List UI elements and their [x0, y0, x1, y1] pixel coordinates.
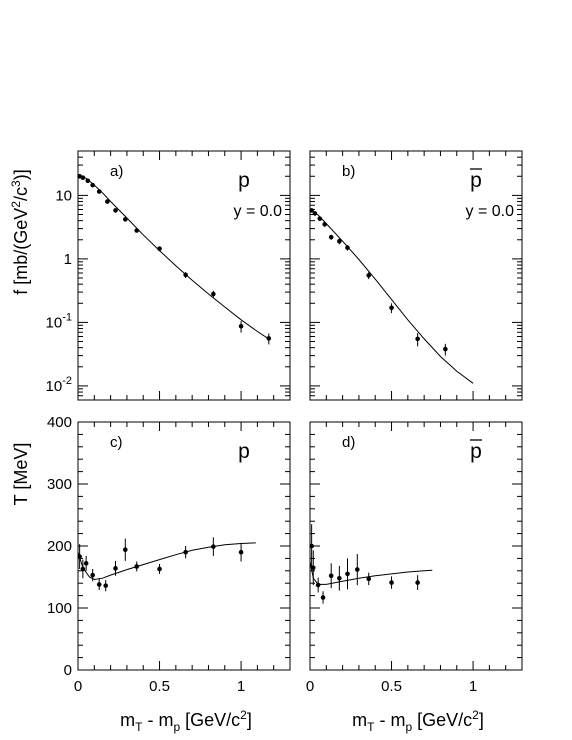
y-tick-label: 100	[47, 600, 72, 617]
data-point	[366, 273, 372, 278]
fit-curve	[77, 173, 270, 340]
data-point	[309, 543, 314, 549]
y-tick-label: 300	[47, 476, 72, 493]
panel-a: 10-2 10-1 1 10 a) p y = 0.0	[46, 150, 291, 401]
y-tick-label: 10-2	[46, 375, 72, 395]
data-point	[83, 561, 89, 566]
plot-frame	[309, 150, 523, 401]
panel-c: 0 100 200 300 400 0 0.5 1 c) p	[47, 414, 291, 695]
panel-label: a)	[110, 163, 123, 180]
data-point	[337, 238, 342, 244]
data-point	[389, 580, 394, 585]
data-point	[312, 211, 318, 216]
x-tick-label: 0.5	[149, 678, 170, 695]
particle-label: p	[470, 169, 482, 192]
y-tick-label: 10	[55, 187, 72, 204]
y-tick-label: 0	[64, 662, 72, 679]
x-axis-title-right: mT - mp [GeV/c2]	[352, 708, 484, 734]
plot-frame	[309, 421, 523, 671]
rapidity-label: y = 0.0	[234, 203, 283, 220]
y-tick-label: 1	[64, 251, 72, 268]
data-point	[310, 565, 316, 570]
data-point	[113, 566, 118, 571]
y-tick-label: 10-1	[46, 311, 72, 331]
data-point	[183, 272, 188, 278]
data-point	[183, 549, 188, 555]
x-tick-label: 0	[74, 678, 82, 695]
data-point	[134, 228, 140, 233]
data-point	[443, 346, 448, 352]
x-axis-title-left: mT - mp [GeV/c2]	[120, 708, 252, 734]
fit-curve	[309, 561, 433, 585]
data-point	[345, 245, 350, 251]
data-point	[389, 305, 394, 311]
data-point	[266, 336, 272, 341]
data-point	[238, 323, 244, 329]
data-point	[105, 199, 110, 204]
y-tick-label: 400	[47, 414, 72, 431]
y-axis-title-top: f [mb/(GeV2/c3)]	[9, 169, 31, 294]
data-point	[113, 208, 118, 213]
panel-label: b)	[342, 163, 355, 180]
data-point	[122, 217, 128, 222]
panel-label: c)	[110, 434, 123, 451]
data-point	[309, 208, 314, 213]
data-point	[90, 572, 95, 578]
data-point	[96, 582, 102, 587]
data-point	[90, 182, 95, 188]
data-point	[328, 234, 334, 240]
data-point	[80, 175, 86, 180]
data-point	[122, 547, 128, 553]
panel-b: b) p y = 0.0	[309, 150, 523, 401]
data-point	[366, 576, 372, 582]
x-tick-label: 1	[237, 678, 245, 695]
panel-label: d)	[342, 434, 355, 451]
data-point	[320, 595, 326, 600]
data-point	[157, 246, 162, 251]
data-point	[238, 549, 244, 555]
data-point	[103, 583, 109, 588]
rapidity-label: y = 0.0	[466, 203, 515, 220]
fit-curve	[309, 209, 474, 384]
particle-label: p	[238, 169, 250, 192]
data-point	[415, 336, 420, 342]
data-point	[85, 178, 91, 184]
data-point	[80, 566, 86, 572]
data-point	[134, 564, 140, 569]
x-tick-label: 1	[469, 678, 477, 695]
particle-label: p	[470, 440, 482, 463]
y-axis-title-bottom: T [MeV]	[11, 443, 31, 506]
y-tick-label: 200	[47, 538, 72, 555]
panel-d: 0 0.5 1 d) p	[306, 421, 523, 695]
data-point	[345, 571, 350, 577]
data-point	[415, 580, 420, 585]
data-point	[317, 216, 323, 221]
data-point	[328, 573, 334, 579]
data-point	[157, 566, 162, 572]
plot-frame	[77, 150, 291, 401]
data-point	[322, 222, 327, 227]
data-point	[211, 291, 216, 297]
x-tick-label: 0	[306, 678, 314, 695]
plot-frame	[77, 421, 291, 671]
data-point	[211, 544, 216, 549]
data-point	[354, 567, 360, 572]
data-point	[315, 582, 321, 588]
data-point	[96, 189, 102, 194]
data-point	[77, 554, 82, 559]
particle-label: p	[238, 440, 250, 463]
x-tick-label: 0.5	[381, 678, 402, 695]
fit-curve	[77, 542, 256, 581]
data-point	[337, 575, 342, 581]
